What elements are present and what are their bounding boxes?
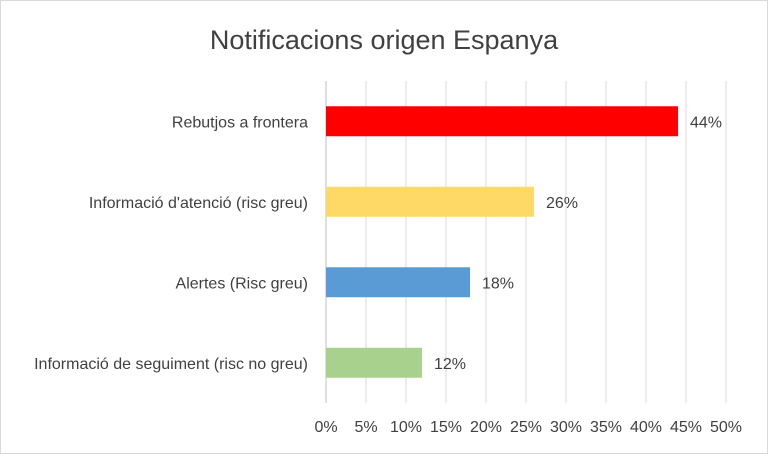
data-label: 12% <box>434 356 466 373</box>
x-tick-label: 20% <box>470 419 502 436</box>
x-tick-label: 40% <box>630 419 662 436</box>
x-tick-label: 50% <box>710 419 742 436</box>
category-label: Informació d'atenció (risc greu) <box>89 195 308 212</box>
bars <box>326 106 678 378</box>
bar <box>326 106 678 137</box>
labels: 0% 5% 10% 15% 20% 25% 30% 35% 40% 45% 50% Rebutjos … <box>34 114 742 436</box>
x-tick-label: 45% <box>670 419 702 436</box>
bar <box>326 267 470 298</box>
x-tick-label: 35% <box>590 419 622 436</box>
x-tick-label: 5% <box>354 419 377 436</box>
category-label: Informació de seguiment (risc no greu) <box>34 356 308 373</box>
data-label: 18% <box>482 275 514 292</box>
category-label: Rebutjos a frontera <box>172 114 308 131</box>
category-label: Alertes (Risc greu) <box>176 275 308 292</box>
x-tick-label: 15% <box>430 419 462 436</box>
bar <box>326 186 534 217</box>
x-tick-label: 10% <box>390 419 422 436</box>
chart-title: Notificacions origen Espanya <box>210 25 559 55</box>
bar <box>326 347 422 378</box>
x-tick-label: 0% <box>314 419 337 436</box>
x-tick-label: 25% <box>510 419 542 436</box>
data-label: 26% <box>546 195 578 212</box>
x-tick-label: 30% <box>550 419 582 436</box>
data-label: 44% <box>690 114 722 131</box>
